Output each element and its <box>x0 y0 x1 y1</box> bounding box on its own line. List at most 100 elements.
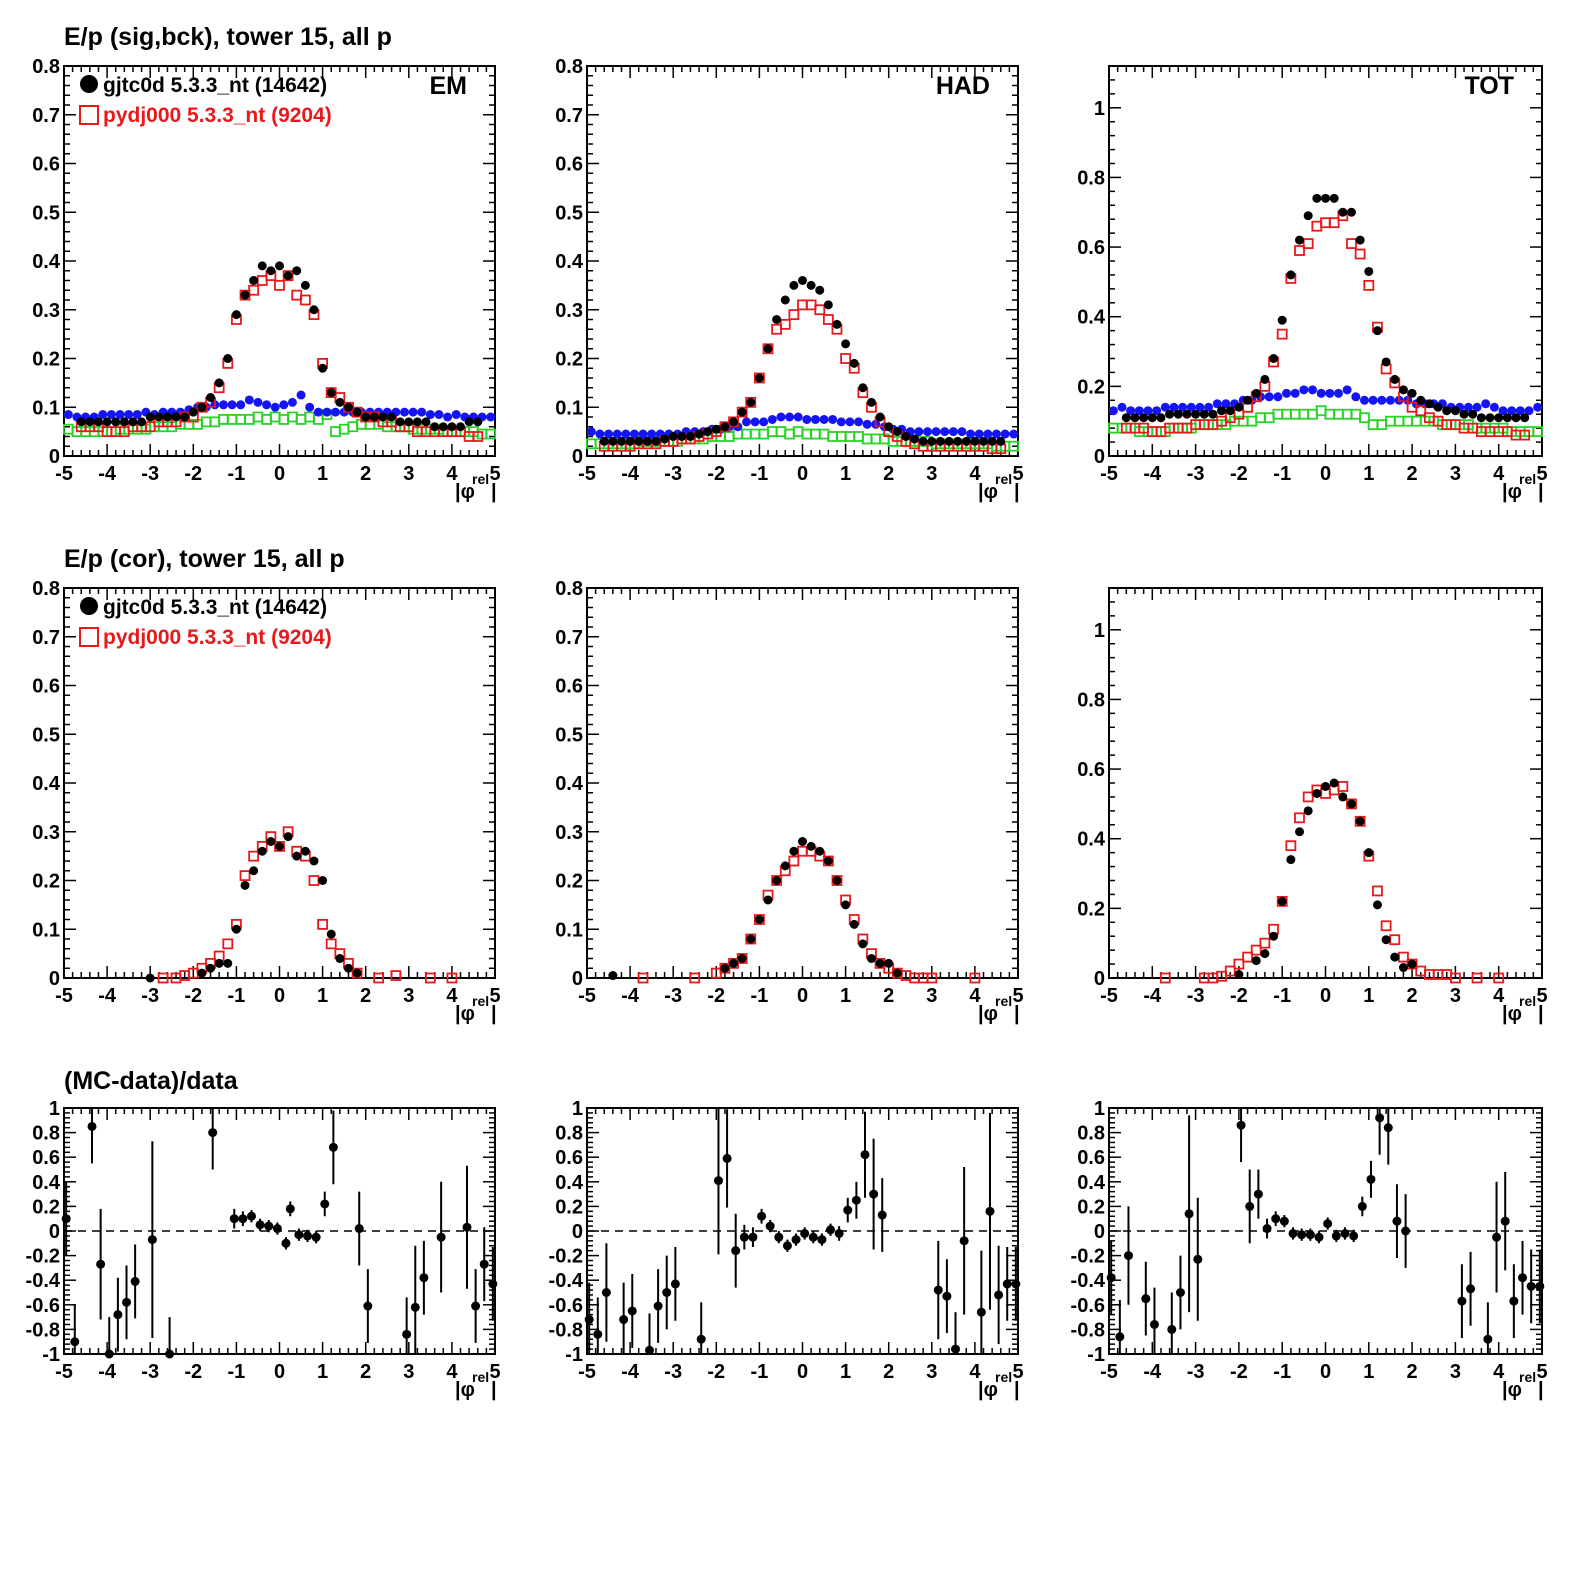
data-point <box>1481 399 1491 409</box>
y-tick-label: 0.2 <box>1077 376 1105 398</box>
data-point <box>1259 937 1271 949</box>
data-point <box>836 417 846 427</box>
data-point <box>326 929 336 939</box>
data-point <box>779 318 791 330</box>
x-tick-label: 3 <box>1450 463 1461 485</box>
data-point <box>653 1301 663 1311</box>
x-tick-label: -4 <box>98 463 117 485</box>
data-point <box>171 412 181 422</box>
data-point <box>248 850 260 862</box>
data-point <box>1193 1254 1203 1264</box>
data-point <box>262 400 272 410</box>
x-axis-label-sup: rel <box>995 471 1012 487</box>
data-point <box>256 275 268 286</box>
data-point <box>1208 409 1218 419</box>
data-point <box>853 431 864 442</box>
data-point <box>1472 402 1482 412</box>
x-axis-label-sup: rel <box>1519 1369 1536 1385</box>
data-point <box>300 280 310 290</box>
y-tick-label: 0.1 <box>555 919 583 941</box>
data-point <box>780 295 790 305</box>
data-point <box>1398 963 1408 973</box>
x-tick-label: 5 <box>489 1361 500 1383</box>
data-point <box>373 972 385 984</box>
data-point <box>1368 395 1378 405</box>
data-point <box>851 1195 861 1205</box>
data-point <box>1175 1288 1185 1297</box>
data-point <box>1511 413 1521 423</box>
data-point <box>1002 1279 1012 1289</box>
data-point <box>1242 951 1253 963</box>
data-point <box>901 432 911 441</box>
data-point <box>832 319 842 329</box>
data-point <box>843 1205 853 1215</box>
x-tick-label: -2 <box>184 463 202 485</box>
y-tick-label: -0.8 <box>1071 1319 1105 1341</box>
x-tick-label: 3 <box>926 463 937 485</box>
data-point <box>1308 385 1318 395</box>
data-point <box>320 1199 330 1209</box>
data-point <box>1329 778 1339 788</box>
data-point <box>335 397 345 407</box>
y-tick-label: 0.3 <box>32 822 60 844</box>
data-point <box>438 422 448 432</box>
x-axis-label: |φ <box>455 481 475 503</box>
data-point <box>1346 799 1356 809</box>
data-point <box>1115 1332 1125 1342</box>
data-point <box>979 436 989 446</box>
data-point <box>875 412 885 422</box>
data-point <box>797 299 808 311</box>
y-tick-label: 0 <box>1094 446 1105 468</box>
data-point <box>637 972 649 984</box>
y-tick-label: 0.8 <box>555 1123 583 1145</box>
data-point <box>746 397 756 407</box>
data-point <box>239 870 251 882</box>
data-point <box>1262 1224 1272 1234</box>
data-point <box>218 400 228 410</box>
data-point <box>835 431 847 442</box>
data-point <box>810 414 820 424</box>
x-axis-label-bar: | <box>491 1379 497 1401</box>
data-point <box>858 939 868 949</box>
data-point <box>767 414 777 424</box>
data-point <box>338 423 350 435</box>
data-point <box>758 428 770 440</box>
data-point <box>720 963 730 973</box>
data-point <box>1305 1230 1315 1240</box>
x-tick-label: 5 <box>1012 1361 1023 1383</box>
data-point <box>1178 402 1188 412</box>
data-point <box>1349 1231 1359 1241</box>
data-point <box>775 426 787 438</box>
data-point <box>1364 848 1374 858</box>
x-tick-label: -5 <box>55 463 73 485</box>
data-point <box>910 434 920 444</box>
x-axis-label: |φ <box>455 1003 475 1025</box>
data-point <box>608 436 618 446</box>
data-point <box>331 407 341 417</box>
data-point <box>249 276 259 285</box>
data-point <box>197 402 207 412</box>
data-point <box>711 424 721 434</box>
data-point <box>763 895 773 905</box>
data-point <box>1165 409 1175 419</box>
data-point <box>209 416 221 428</box>
series-gjtc0d <box>1234 778 1417 980</box>
data-point <box>892 968 902 978</box>
data-point <box>806 280 816 290</box>
x-tick-label: 0 <box>1320 463 1331 485</box>
data-point <box>425 410 435 420</box>
data-point <box>1385 395 1395 405</box>
data-point <box>926 972 938 984</box>
data-point <box>703 427 713 437</box>
data-point <box>137 417 147 427</box>
y-tick-label: 0.2 <box>555 349 583 371</box>
data-point <box>1000 429 1010 439</box>
plot-frame <box>1108 65 1543 457</box>
data-point <box>828 414 838 424</box>
data-point <box>931 427 941 437</box>
x-tick-label: 0 <box>797 985 808 1007</box>
data-point <box>208 1128 218 1138</box>
x-axis-label-bar: | <box>1538 481 1544 503</box>
x-tick-label: -1 <box>1273 463 1291 485</box>
x-tick-label: 5 <box>489 463 500 485</box>
